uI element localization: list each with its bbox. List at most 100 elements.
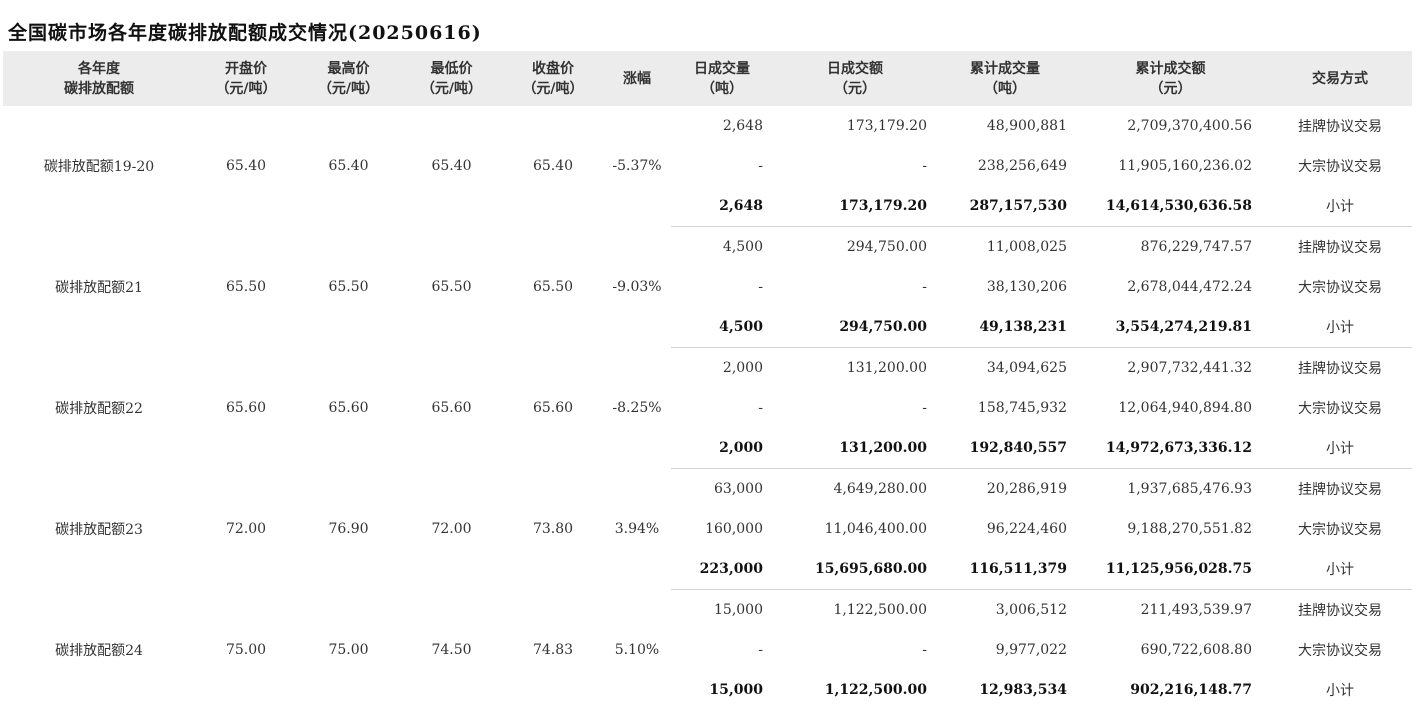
cumulative-volume-cell: 96,224,460: [937, 509, 1073, 549]
daily-volume-cell: 15,000: [671, 670, 773, 710]
trade-method-cell: 挂牌协议交易: [1268, 227, 1412, 268]
daily-amount-cell: 1,122,500.00: [773, 590, 937, 631]
cumulative-amount-cell: 9,188,270,551.82: [1073, 509, 1268, 549]
header-low: 最低价（元/吨）: [400, 51, 503, 106]
trade-method-cell: 挂牌协议交易: [1268, 106, 1412, 146]
daily-amount-cell: 294,750.00: [773, 227, 937, 268]
cumulative-amount-cell: 2,709,370,400.56: [1073, 106, 1268, 146]
close-price-cell: 74.83: [503, 590, 603, 710]
trade-method-cell: 大宗协议交易: [1268, 388, 1412, 428]
close-price-cell: 65.40: [503, 106, 603, 227]
low-price-cell: 65.60: [400, 348, 503, 469]
open-price-cell: 65.60: [195, 348, 297, 469]
cumulative-amount-cell: 2,907,732,441.32: [1073, 348, 1268, 389]
cumulative-volume-cell: 20,286,919: [937, 469, 1073, 510]
cumulative-amount-cell: 902,216,148.77: [1073, 670, 1268, 710]
daily-volume-cell: 160,000: [671, 509, 773, 549]
close-price-cell: 73.80: [503, 469, 603, 590]
high-price-cell: 65.40: [297, 106, 400, 227]
daily-amount-cell: -: [773, 388, 937, 428]
header-daily-volume: 日成交量（吨）: [671, 51, 773, 106]
daily-volume-cell: 4,500: [671, 307, 773, 348]
daily-amount-cell: -: [773, 146, 937, 186]
daily-volume-cell: -: [671, 388, 773, 428]
product-name-cell: 碳排放配额22: [3, 348, 195, 469]
daily-volume-cell: 223,000: [671, 549, 773, 590]
change-cell: -9.03%: [603, 227, 671, 348]
trade-method-cell: 大宗协议交易: [1268, 146, 1412, 186]
cumulative-amount-cell: 11,905,160,236.02: [1073, 146, 1268, 186]
daily-amount-cell: -: [773, 267, 937, 307]
cumulative-amount-cell: 11,125,956,028.75: [1073, 549, 1268, 590]
low-price-cell: 65.50: [400, 227, 503, 348]
page-title: 全国碳市场各年度碳排放配额成交情况(20250616): [8, 18, 482, 45]
daily-volume-cell: 2,648: [671, 106, 773, 146]
product-name-cell: 碳排放配额23: [3, 469, 195, 590]
cumulative-volume-cell: 11,008,025: [937, 227, 1073, 268]
subtotal-label: 小计: [1268, 549, 1412, 590]
change-cell: -5.37%: [603, 106, 671, 227]
daily-volume-cell: 63,000: [671, 469, 773, 510]
daily-volume-cell: 15,000: [671, 590, 773, 631]
cumulative-volume-cell: 116,511,379: [937, 549, 1073, 590]
daily-amount-cell: 15,695,680.00: [773, 549, 937, 590]
cumulative-volume-cell: 158,745,932: [937, 388, 1073, 428]
daily-amount-cell: 1,122,500.00: [773, 670, 937, 710]
change-cell: 5.10%: [603, 590, 671, 710]
daily-volume-cell: 2,648: [671, 186, 773, 227]
subtotal-label: 小计: [1268, 670, 1412, 710]
header-trade-method: 交易方式: [1268, 51, 1412, 106]
daily-amount-cell: 131,200.00: [773, 428, 937, 469]
subtotal-label: 小计: [1268, 428, 1412, 469]
daily-amount-cell: 11,046,400.00: [773, 509, 937, 549]
open-price-cell: 65.50: [195, 227, 297, 348]
daily-amount-cell: 294,750.00: [773, 307, 937, 348]
trading-table: 各年度碳排放配额 开盘价（元/吨） 最高价（元/吨） 最低价（元/吨） 收盘价（…: [3, 51, 1412, 710]
close-price-cell: 65.60: [503, 348, 603, 469]
trade-method-cell: 挂牌协议交易: [1268, 348, 1412, 389]
high-price-cell: 76.90: [297, 469, 400, 590]
open-price-cell: 75.00: [195, 590, 297, 710]
trade-method-cell: 挂牌协议交易: [1268, 590, 1412, 631]
open-price-cell: 72.00: [195, 469, 297, 590]
cumulative-amount-cell: 1,937,685,476.93: [1073, 469, 1268, 510]
daily-amount-cell: -: [773, 630, 937, 670]
trade-method-cell: 大宗协议交易: [1268, 509, 1412, 549]
low-price-cell: 65.40: [400, 106, 503, 227]
trade-method-cell: 大宗协议交易: [1268, 267, 1412, 307]
trade-method-cell: 挂牌协议交易: [1268, 469, 1412, 510]
product-name-cell: 碳排放配额24: [3, 590, 195, 710]
daily-amount-cell: 131,200.00: [773, 348, 937, 389]
cumulative-volume-cell: 48,900,881: [937, 106, 1073, 146]
daily-amount-cell: 4,649,280.00: [773, 469, 937, 510]
cumulative-volume-cell: 192,840,557: [937, 428, 1073, 469]
header-daily-amount: 日成交额（元）: [773, 51, 937, 106]
header-cumulative-volume: 累计成交量（吨）: [937, 51, 1073, 106]
cumulative-amount-cell: 211,493,539.97: [1073, 590, 1268, 631]
daily-volume-cell: -: [671, 146, 773, 186]
daily-volume-cell: 4,500: [671, 227, 773, 268]
high-price-cell: 75.00: [297, 590, 400, 710]
cumulative-amount-cell: 3,554,274,219.81: [1073, 307, 1268, 348]
header-open: 开盘价（元/吨）: [195, 51, 297, 106]
daily-amount-cell: 173,179.20: [773, 106, 937, 146]
cumulative-volume-cell: 3,006,512: [937, 590, 1073, 631]
cumulative-amount-cell: 876,229,747.57: [1073, 227, 1268, 268]
cumulative-volume-cell: 9,977,022: [937, 630, 1073, 670]
close-price-cell: 65.50: [503, 227, 603, 348]
header-product: 各年度碳排放配额: [3, 51, 195, 106]
header-cumulative-amount: 累计成交额（元）: [1073, 51, 1268, 106]
cumulative-volume-cell: 238,256,649: [937, 146, 1073, 186]
change-cell: 3.94%: [603, 469, 671, 590]
subtotal-label: 小计: [1268, 307, 1412, 348]
low-price-cell: 74.50: [400, 590, 503, 710]
subtotal-label: 小计: [1268, 186, 1412, 227]
cumulative-volume-cell: 287,157,530: [937, 186, 1073, 227]
open-price-cell: 65.40: [195, 106, 297, 227]
cumulative-amount-cell: 14,972,673,336.12: [1073, 428, 1268, 469]
